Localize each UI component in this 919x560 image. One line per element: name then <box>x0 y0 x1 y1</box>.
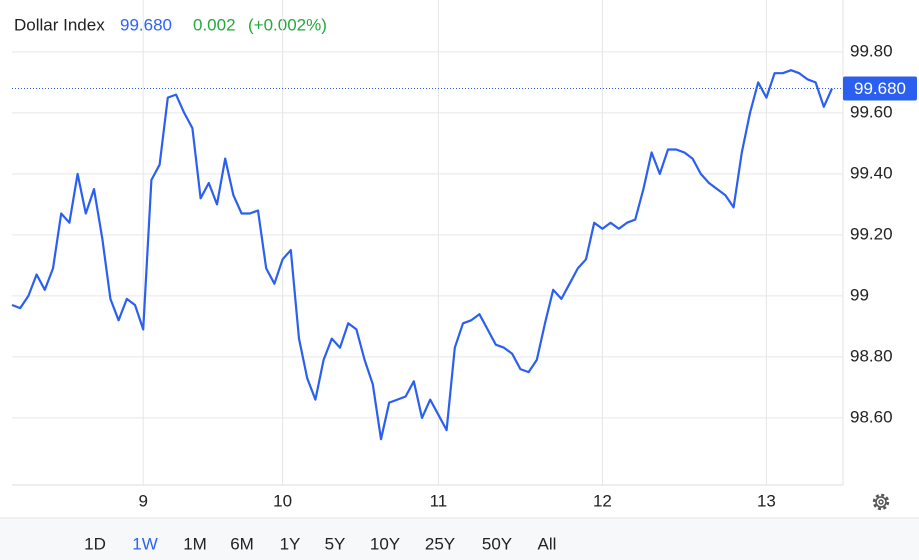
range-button[interactable]: 50Y <box>482 534 512 553</box>
y-tick-label: 99 <box>850 285 869 304</box>
range-button[interactable]: 1D <box>84 534 106 553</box>
y-tick-label: 99.60 <box>850 102 893 121</box>
range-button[interactable]: 5Y <box>325 534 346 553</box>
range-button[interactable]: 1Y <box>280 534 301 553</box>
range-button[interactable]: All <box>538 534 557 553</box>
price: 99.680 <box>120 15 172 34</box>
settings-icon[interactable] <box>872 493 890 511</box>
last-price-box <box>843 76 917 101</box>
gear-teeth <box>872 493 890 511</box>
y-tick-label: 99.80 <box>850 41 893 60</box>
range-button[interactable]: 6M <box>230 534 254 553</box>
x-tick-label: 13 <box>757 491 776 510</box>
x-tick-label: 12 <box>593 491 612 510</box>
range-button[interactable]: 10Y <box>370 534 400 553</box>
change: 0.002 <box>193 15 236 34</box>
instrument-name: Dollar Index <box>14 15 105 34</box>
range-button[interactable]: 1M <box>183 534 207 553</box>
gear-hub <box>878 499 884 505</box>
range-button[interactable]: 1W <box>132 534 158 553</box>
x-tick-label: 9 <box>138 491 147 510</box>
x-tick-label: 10 <box>273 491 292 510</box>
range-button[interactable]: 25Y <box>425 534 455 553</box>
price-line <box>11 69 834 441</box>
last-price-label: 99.680 <box>854 79 906 98</box>
change-percent: (+0.002%) <box>248 15 327 34</box>
y-tick-label: 98.60 <box>850 407 893 426</box>
gear-ring <box>875 496 887 508</box>
x-tick-label: 11 <box>430 491 448 510</box>
y-tick-label: 98.80 <box>850 346 893 365</box>
range-bar <box>0 518 919 560</box>
y-tick-label: 99.20 <box>850 224 893 243</box>
y-tick-label: 99.40 <box>850 163 893 182</box>
